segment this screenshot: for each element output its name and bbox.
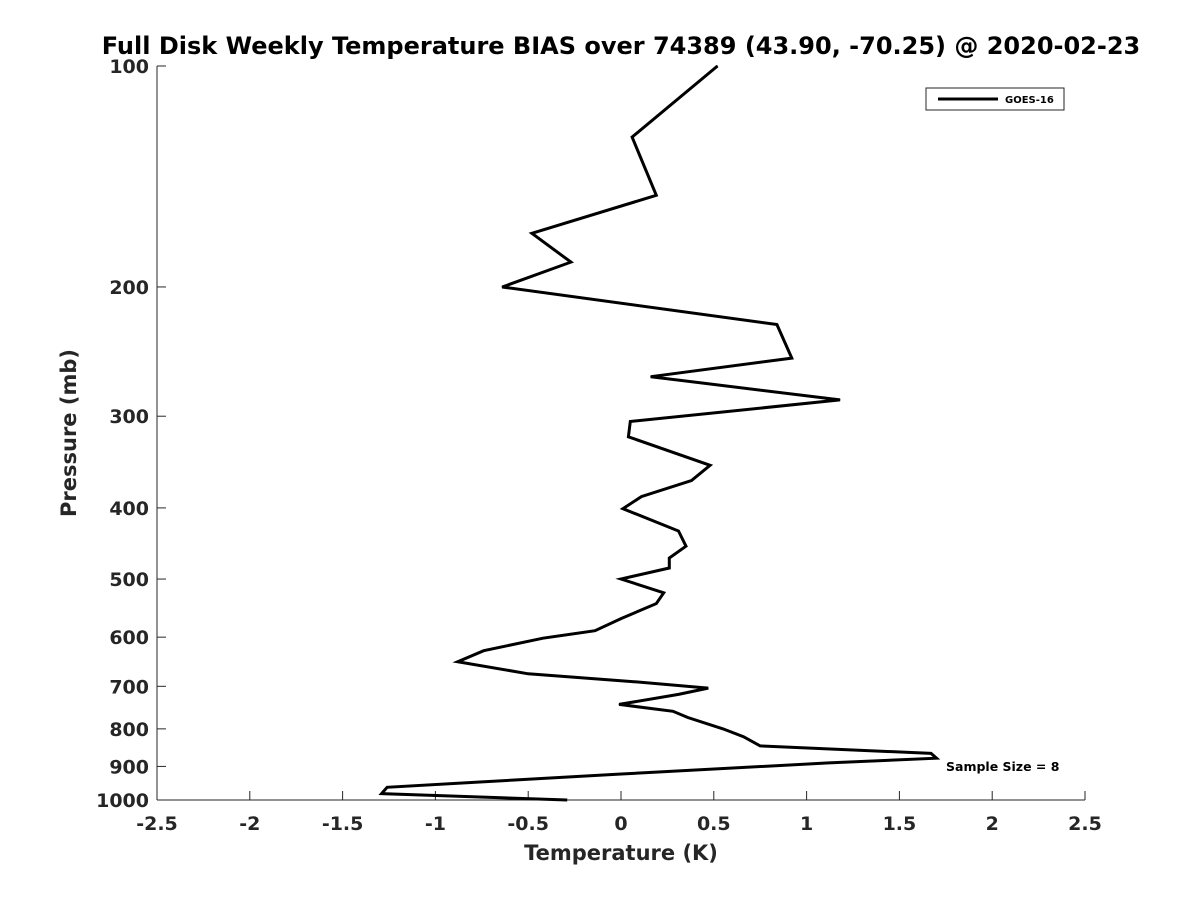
x-tick-label: 1 — [800, 813, 813, 835]
x-tick-label: 2.5 — [1068, 813, 1102, 835]
data-point — [672, 710, 674, 712]
data-point — [936, 757, 937, 759]
x-tick-label: -1.5 — [322, 813, 364, 835]
data-point — [709, 464, 711, 466]
y-tick-label: 600 — [109, 627, 149, 649]
data-point — [655, 603, 657, 605]
data-point — [570, 261, 572, 263]
data-point — [839, 399, 841, 401]
chart-title: Full Disk Weekly Temperature BIAS over 7… — [102, 32, 1141, 60]
data-point — [640, 496, 642, 498]
y-tick-label: 400 — [109, 498, 149, 520]
data-point — [707, 687, 709, 689]
y-tick-label: 700 — [109, 676, 149, 698]
x-tick-label: -1 — [425, 813, 446, 835]
data-point — [620, 618, 622, 620]
x-tick-label: 0 — [614, 813, 627, 835]
data-point — [691, 480, 692, 481]
data-point — [633, 681, 635, 683]
y-ticks: 100 200 300 400 500 600 700 800 900 1000 — [96, 56, 166, 812]
data-point — [668, 557, 670, 559]
data-point — [620, 578, 622, 580]
y-tick-label: 300 — [109, 406, 149, 428]
data-point — [828, 762, 830, 764]
sample-size-annotation: Sample Size = 8 — [946, 759, 1059, 774]
data-point — [678, 530, 679, 532]
data-point — [479, 781, 481, 783]
data-point — [668, 567, 670, 569]
data-point — [629, 421, 631, 422]
y-axis-label: Pressure (mb) — [57, 349, 81, 517]
x-tick-label: 0.5 — [697, 813, 731, 835]
series-line-goes-16 — [378, 64, 941, 802]
y-tick-label: 200 — [109, 277, 149, 299]
data-point — [618, 703, 620, 705]
data-point — [622, 508, 624, 510]
data-point — [483, 650, 485, 652]
data-point — [791, 357, 793, 359]
data-point — [685, 545, 687, 547]
y-tick-label: 500 — [109, 569, 149, 591]
y-tick-label: 800 — [109, 719, 149, 741]
x-tick-label: 1.5 — [883, 813, 917, 835]
y-tick-label: 100 — [109, 56, 149, 78]
data-point — [618, 773, 620, 775]
data-point — [527, 673, 529, 675]
data-point — [717, 65, 718, 67]
data-point — [386, 786, 388, 788]
data-point — [722, 728, 724, 730]
data-point — [678, 693, 679, 695]
data-point — [381, 793, 383, 795]
data-point — [743, 736, 744, 738]
data-point — [663, 592, 665, 594]
data-point — [776, 324, 778, 325]
x-axis-label: Temperature (K) — [524, 841, 718, 865]
data-point — [531, 232, 533, 234]
data-point — [759, 745, 761, 747]
data-point — [566, 799, 568, 801]
x-tick-label: -2 — [239, 813, 260, 835]
data-point — [457, 661, 459, 663]
legend: GOES-16 — [925, 87, 1065, 111]
axes — [156, 66, 1085, 801]
data-point — [594, 630, 596, 632]
y-tick-label: 900 — [109, 756, 149, 778]
data-point — [650, 376, 652, 378]
x-tick-label: 2 — [986, 813, 999, 835]
data-point — [542, 637, 544, 639]
x-tick-label: -0.5 — [507, 813, 549, 835]
data-point — [501, 286, 503, 288]
data-point — [655, 194, 657, 196]
x-tick-label: -2.5 — [136, 813, 178, 835]
x-ticks: -2.5 -2 -1.5 -1 -0.5 0 0.5 1 1.5 2 2.5 — [136, 791, 1102, 835]
data-point — [631, 136, 633, 138]
data-point — [687, 717, 689, 718]
legend-entry-goes-16: GOES-16 — [1005, 95, 1054, 106]
series-points — [381, 65, 937, 801]
y-tick-label: 1000 — [96, 790, 149, 812]
data-point — [627, 436, 629, 438]
data-point — [930, 752, 932, 754]
